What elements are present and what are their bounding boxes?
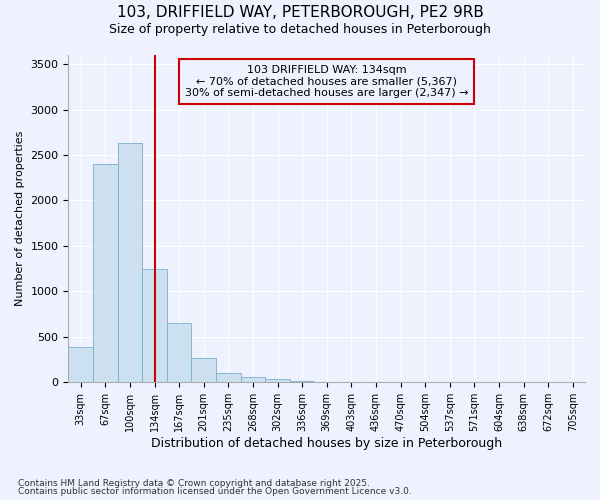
Text: 103, DRIFFIELD WAY, PETERBOROUGH, PE2 9RB: 103, DRIFFIELD WAY, PETERBOROUGH, PE2 9R… (116, 5, 484, 20)
Text: 103 DRIFFIELD WAY: 134sqm
← 70% of detached houses are smaller (5,367)
30% of se: 103 DRIFFIELD WAY: 134sqm ← 70% of detac… (185, 65, 469, 98)
X-axis label: Distribution of detached houses by size in Peterborough: Distribution of detached houses by size … (151, 437, 502, 450)
Bar (265, 378, 290, 382)
Bar (142, 268, 167, 382)
Text: Contains public sector information licensed under the Open Government Licence v3: Contains public sector information licen… (18, 487, 412, 496)
Bar (118, 143, 142, 382)
Bar (167, 323, 191, 382)
Text: Size of property relative to detached houses in Peterborough: Size of property relative to detached ho… (109, 22, 491, 36)
Bar (93, 164, 118, 382)
Bar (191, 358, 216, 382)
Bar (216, 374, 241, 382)
Y-axis label: Number of detached properties: Number of detached properties (15, 131, 25, 306)
Bar (68, 347, 93, 382)
Text: Contains HM Land Registry data © Crown copyright and database right 2025.: Contains HM Land Registry data © Crown c… (18, 478, 370, 488)
Bar (241, 377, 265, 382)
